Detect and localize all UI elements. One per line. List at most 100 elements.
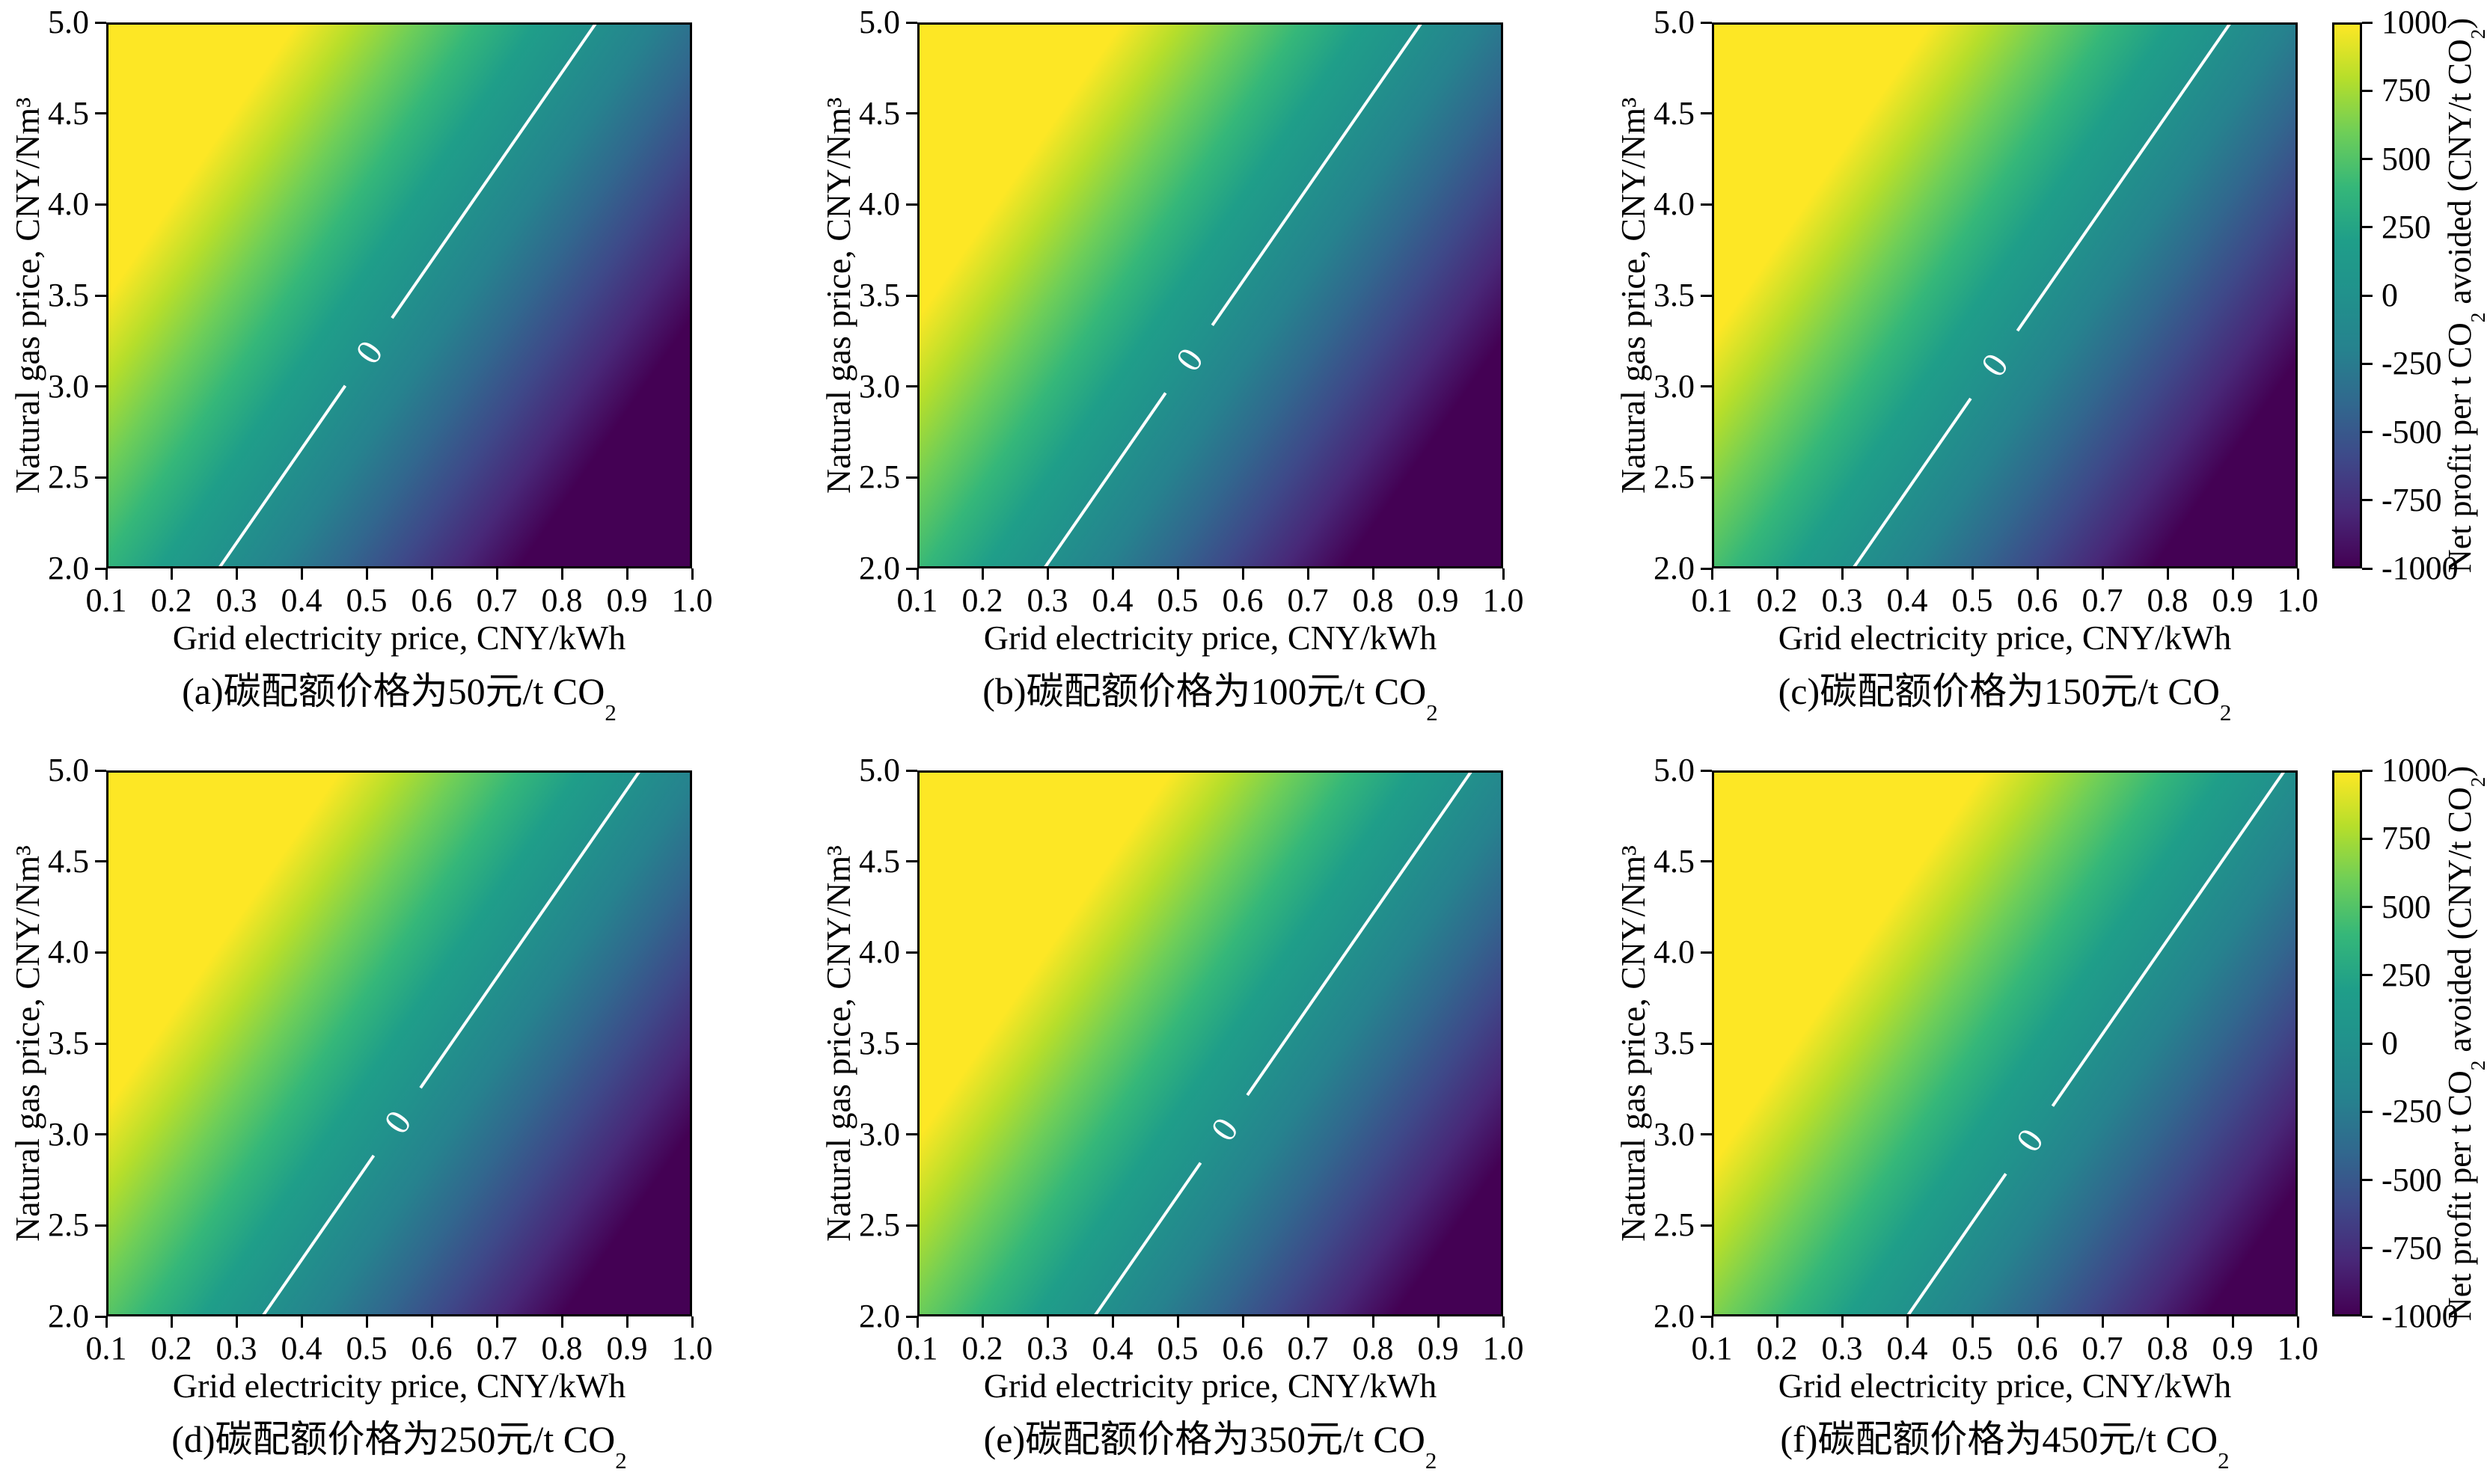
- colorbar-title-part: Net profit per t CO: [2441, 322, 2478, 574]
- colorbar-tick-label: 0: [2382, 1025, 2398, 1061]
- x-axis-tick-label: 0.9: [606, 1330, 648, 1367]
- heatmap-canvas-e: 0: [917, 769, 1503, 1318]
- x-axis-tick-label: 1.0: [671, 1330, 713, 1367]
- colorbar-title-part: 2: [2467, 776, 2490, 788]
- x-axis-tick-label: 0.6: [1222, 582, 1264, 619]
- y-tick-mark: [906, 769, 917, 772]
- colorbar-tick-mark: [2362, 362, 2373, 365]
- axes-frame: [106, 770, 692, 1316]
- x-tick-mark: [1906, 568, 1909, 580]
- x-tick-mark: [235, 568, 238, 580]
- x-tick-mark: [2296, 568, 2299, 580]
- caption-text: (b)碳配额价格为100元/t CO: [982, 670, 1427, 712]
- heatmap-gradient: [1712, 22, 2298, 568]
- y-axis-tick-label: 4.5: [48, 842, 89, 880]
- colorbar-title-part: avoided (CNY/t CO: [2441, 787, 2478, 1061]
- colorbar-title-part: 2: [2467, 28, 2490, 40]
- x-axis-title: Grid electricity price, CNY/kWh: [172, 619, 626, 657]
- colorbar-tick-mark: [2362, 837, 2373, 840]
- y-axis-tick-label: 4.0: [1654, 186, 1695, 223]
- y-tick-mark: [95, 203, 106, 206]
- y-axis-tick-label: 5.0: [859, 4, 900, 40]
- x-tick-mark: [1437, 568, 1440, 580]
- panel-caption-b: (b)碳配额价格为100元/t CO2: [917, 670, 1503, 724]
- x-axis-tick-label: 0.3: [1027, 582, 1068, 619]
- heatmap-canvas-c: 0: [1712, 21, 2298, 570]
- colorbar-tick-mark: [2362, 1179, 2373, 1181]
- heatmap-gradient: [917, 770, 1503, 1316]
- y-axis-title: Natural gas price, CNY/Nm³: [1614, 845, 1652, 1242]
- y-axis-tick-label: 4.0: [859, 186, 900, 223]
- x-axis-tick-label: 0.9: [606, 582, 648, 619]
- y-tick-mark: [906, 385, 917, 388]
- x-tick-mark: [1437, 1316, 1440, 1328]
- x-tick-mark: [1371, 1316, 1374, 1328]
- y-axis-tick-label: 4.5: [859, 842, 900, 880]
- x-tick-mark: [1971, 568, 1974, 580]
- x-tick-mark: [300, 568, 303, 580]
- y-axis-tick-label: 4.5: [1654, 94, 1695, 132]
- zero-contour-line: [261, 1154, 376, 1318]
- y-tick-mark: [95, 294, 106, 297]
- colorbar-tick-label: 750: [2382, 72, 2431, 109]
- colorbar-tick-label: 250: [2382, 208, 2431, 245]
- y-tick-mark: [1701, 951, 1712, 954]
- x-axis-tick-label: 0.7: [2081, 582, 2123, 619]
- x-axis-tick-label: 0.3: [1027, 1330, 1068, 1367]
- y-tick-mark: [1701, 1042, 1712, 1045]
- x-tick-mark: [1906, 1316, 1909, 1328]
- x-axis-tick-label: 0.4: [1092, 1330, 1134, 1367]
- x-axis-tick-label: 0.8: [541, 582, 583, 619]
- x-tick-mark: [1176, 568, 1179, 580]
- x-tick-mark: [1111, 568, 1114, 580]
- colorbar-title-part: ): [2441, 765, 2478, 777]
- x-axis-title: Grid electricity price, CNY/kWh: [1778, 1367, 2232, 1405]
- y-axis-tick-label: 3.5: [1654, 1025, 1695, 1061]
- y-tick-mark: [906, 1042, 917, 1045]
- heatmap-gradient: [106, 770, 692, 1316]
- x-tick-mark: [495, 568, 498, 580]
- y-axis-title: Natural gas price, CNY/Nm³: [819, 97, 857, 494]
- colorbar-tick-mark: [2362, 1247, 2373, 1250]
- y-tick-mark: [906, 1133, 917, 1136]
- x-axis-tick-label: 1.0: [2277, 1330, 2319, 1367]
- y-axis-tick-label: 4.0: [1654, 933, 1695, 971]
- x-tick-mark: [1306, 568, 1309, 580]
- y-tick-mark: [906, 860, 917, 863]
- x-axis-tick-label: 0.2: [961, 1330, 1003, 1367]
- x-axis-tick-label: 1.0: [1482, 1330, 1524, 1367]
- colorbar-tick-label: -750: [2382, 1229, 2442, 1266]
- colorbar-tick-label: -250: [2382, 1093, 2442, 1130]
- x-tick-mark: [105, 568, 108, 580]
- colorbar-tick-mark: [2362, 226, 2373, 229]
- x-axis-tick-label: 0.6: [411, 1330, 453, 1367]
- heatmap-panel-e: 0 0.1 0.2 0.3 0.4 0.5 0.6 0.7 0.8 0.9 1.0 5.0 4.5 4.0…: [819, 752, 1524, 1472]
- panel-caption-a: (a)碳配额价格为50元/t CO2: [106, 670, 692, 724]
- x-axis-tick-label: 0.3: [215, 582, 257, 619]
- y-tick-mark: [1701, 294, 1712, 297]
- y-axis-tick-label: 2.5: [1654, 459, 1695, 496]
- y-axis-tick-label: 2.0: [48, 550, 89, 586]
- caption-text: (a)碳配额价格为50元/t CO: [182, 670, 605, 712]
- y-tick-mark: [906, 1315, 917, 1318]
- x-axis-tick-label: 0.1: [1691, 582, 1733, 619]
- y-tick-mark: [95, 860, 106, 863]
- y-axis-tick-label: 2.5: [859, 1206, 900, 1244]
- y-axis-title: Natural gas price, CNY/Nm³: [8, 845, 46, 1242]
- y-tick-mark: [95, 1315, 106, 1318]
- zero-contour-line: [1246, 769, 1473, 1097]
- y-axis-tick-label: 3.0: [48, 367, 89, 405]
- x-tick-mark: [981, 568, 984, 580]
- y-axis-tick-label: 3.0: [859, 1115, 900, 1153]
- y-tick-mark: [1701, 860, 1712, 863]
- heatmap-gradient: [106, 22, 692, 568]
- x-axis-tick-label: 0.7: [1287, 1330, 1329, 1367]
- x-axis-tick-label: 0.8: [541, 1330, 583, 1367]
- x-axis-tick-label: 0.8: [1352, 582, 1394, 619]
- colorbar-title-part: avoided (CNY/t CO: [2441, 39, 2478, 313]
- y-axis-tick-label: 4.5: [859, 94, 900, 132]
- x-axis-tick-label: 0.4: [1886, 1330, 1928, 1367]
- x-tick-mark: [1775, 1316, 1778, 1328]
- colorbar-tick-label: -750: [2382, 481, 2442, 518]
